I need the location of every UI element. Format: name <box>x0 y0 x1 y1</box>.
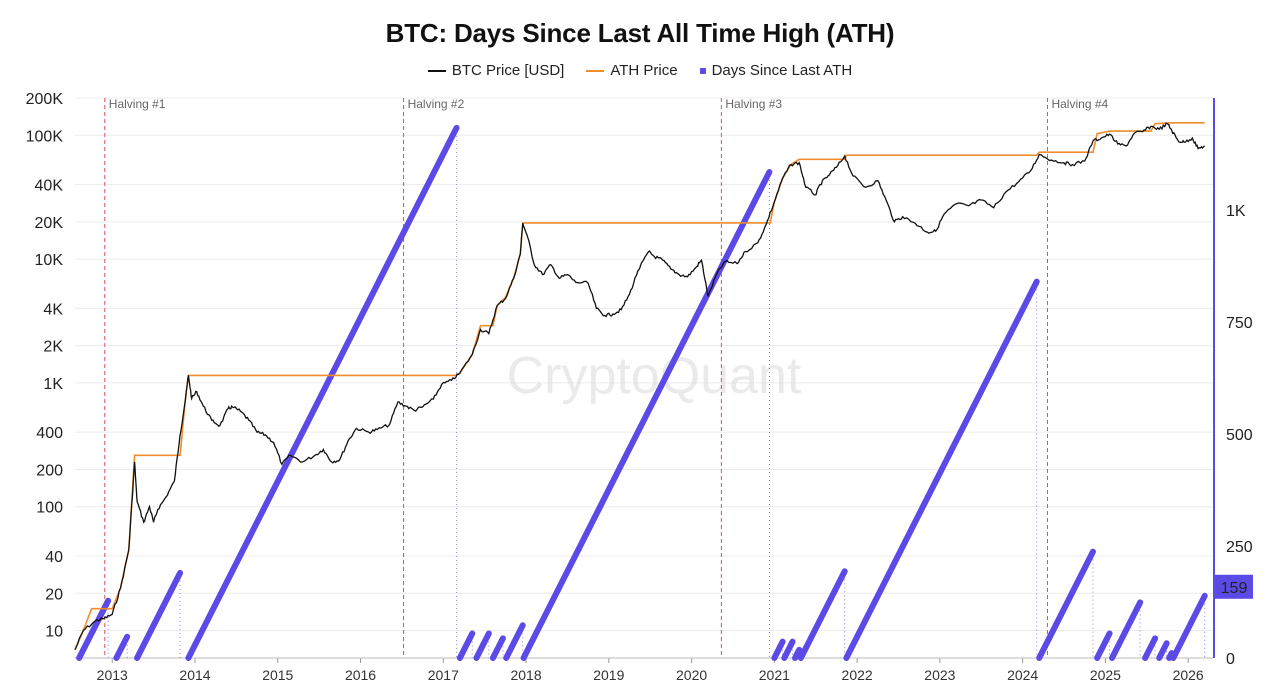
days-since-ath-segment <box>489 635 506 661</box>
y-left-tick-label: 40 <box>45 549 63 566</box>
days-since-ath-segment <box>456 630 476 661</box>
legend-label: ATH Price <box>610 62 678 79</box>
y-right-tick-label: 750 <box>1226 315 1253 332</box>
x-tick-label: 2018 <box>510 667 541 683</box>
x-tick-label: 2020 <box>676 667 707 683</box>
x-tick-label: 2022 <box>842 667 873 683</box>
y-left-tick-label: 200 <box>36 462 63 479</box>
y-left-tick-label: 100 <box>36 500 63 517</box>
y-right-tick-label: 500 <box>1226 427 1253 444</box>
halving-label: Halving #3 <box>725 97 782 111</box>
days-since-ath-segment <box>113 633 131 661</box>
current-value-badge <box>1215 574 1253 599</box>
y-left-tick-label: 20K <box>35 215 64 232</box>
btc-price-line <box>74 122 1206 650</box>
days-since-ath-segment <box>792 646 803 661</box>
x-tick-label: 2019 <box>593 667 624 683</box>
x-tick-label: 2015 <box>262 667 293 683</box>
chart-title: BTC: Days Since Last All Time High (ATH) <box>385 18 895 48</box>
legend-line-swatch <box>427 69 446 72</box>
days-since-ath-segment <box>1036 548 1096 661</box>
y-left-tick-label: 20 <box>45 586 63 603</box>
chart-legend: BTC Price [USD] ATH Price Days Since Las… <box>0 62 1280 79</box>
y-left-tick-label: 40K <box>35 178 64 195</box>
days-since-ath-segment <box>134 569 184 661</box>
y-right-tick-label: 1K <box>1226 203 1246 220</box>
days-since-ath-segment <box>185 124 460 661</box>
x-tick-label: 2025 <box>1090 667 1121 683</box>
y-left-tick-label: 4K <box>43 301 63 318</box>
x-tick-label: 2016 <box>345 667 376 683</box>
x-tick-label: 2023 <box>924 667 955 683</box>
days-since-ath-segment <box>520 169 773 661</box>
y-right-tick-label: 0 <box>1226 651 1235 668</box>
y-left-tick-label: 2K <box>43 339 63 356</box>
y-left-tick-label: 1K <box>43 376 63 393</box>
y-left-tick-label: 100K <box>26 128 64 145</box>
x-tick-label: 2014 <box>179 667 210 683</box>
halving-label: Halving #2 <box>408 97 465 111</box>
days-since-ath-segment <box>473 630 492 661</box>
x-tick-label: 2013 <box>97 667 128 683</box>
x-tick-label: 2024 <box>1007 667 1038 683</box>
days-since-ath-segment <box>797 568 848 661</box>
x-tick-label: 2017 <box>428 667 459 683</box>
days-since-ath-segment <box>1170 592 1208 661</box>
legend-item-btc-price[interactable]: BTC Price [USD] <box>427 62 565 79</box>
y-left-tick-label: 10K <box>35 252 64 269</box>
days-since-ath-segment <box>771 638 786 661</box>
current-value-badge-label: 159 <box>1221 580 1248 597</box>
halving-label: Halving #1 <box>109 97 166 111</box>
legend-item-ath-price[interactable]: ATH Price <box>586 62 678 79</box>
x-tick-label: 2026 <box>1173 667 1204 683</box>
days-since-ath-segment <box>843 278 1040 661</box>
days-since-ath-segment <box>1109 599 1144 661</box>
legend-item-days-since-ath[interactable]: Days Since Last ATH <box>699 62 853 79</box>
legend-label: BTC Price [USD] <box>451 62 565 79</box>
halving-label: Halving #4 <box>1051 97 1108 111</box>
days-since-ath-segment <box>503 622 526 661</box>
legend-label: Days Since Last ATH <box>711 62 853 79</box>
days-since-ath-segment <box>1094 630 1113 661</box>
legend-dot-swatch <box>699 67 706 74</box>
legend-line-swatch <box>586 69 605 72</box>
days-since-ath-segment <box>1156 640 1170 661</box>
y-left-tick-label: 400 <box>36 425 63 442</box>
days-since-ath-segment <box>76 597 112 661</box>
y-left-tick-label: 10 <box>45 624 63 641</box>
y-left-tick-label: 200K <box>26 91 64 108</box>
days-since-ath-segment <box>781 638 796 661</box>
x-tick-label: 2021 <box>759 667 790 683</box>
y-right-tick-label: 250 <box>1226 539 1253 556</box>
days-since-ath-segment <box>1142 635 1159 661</box>
